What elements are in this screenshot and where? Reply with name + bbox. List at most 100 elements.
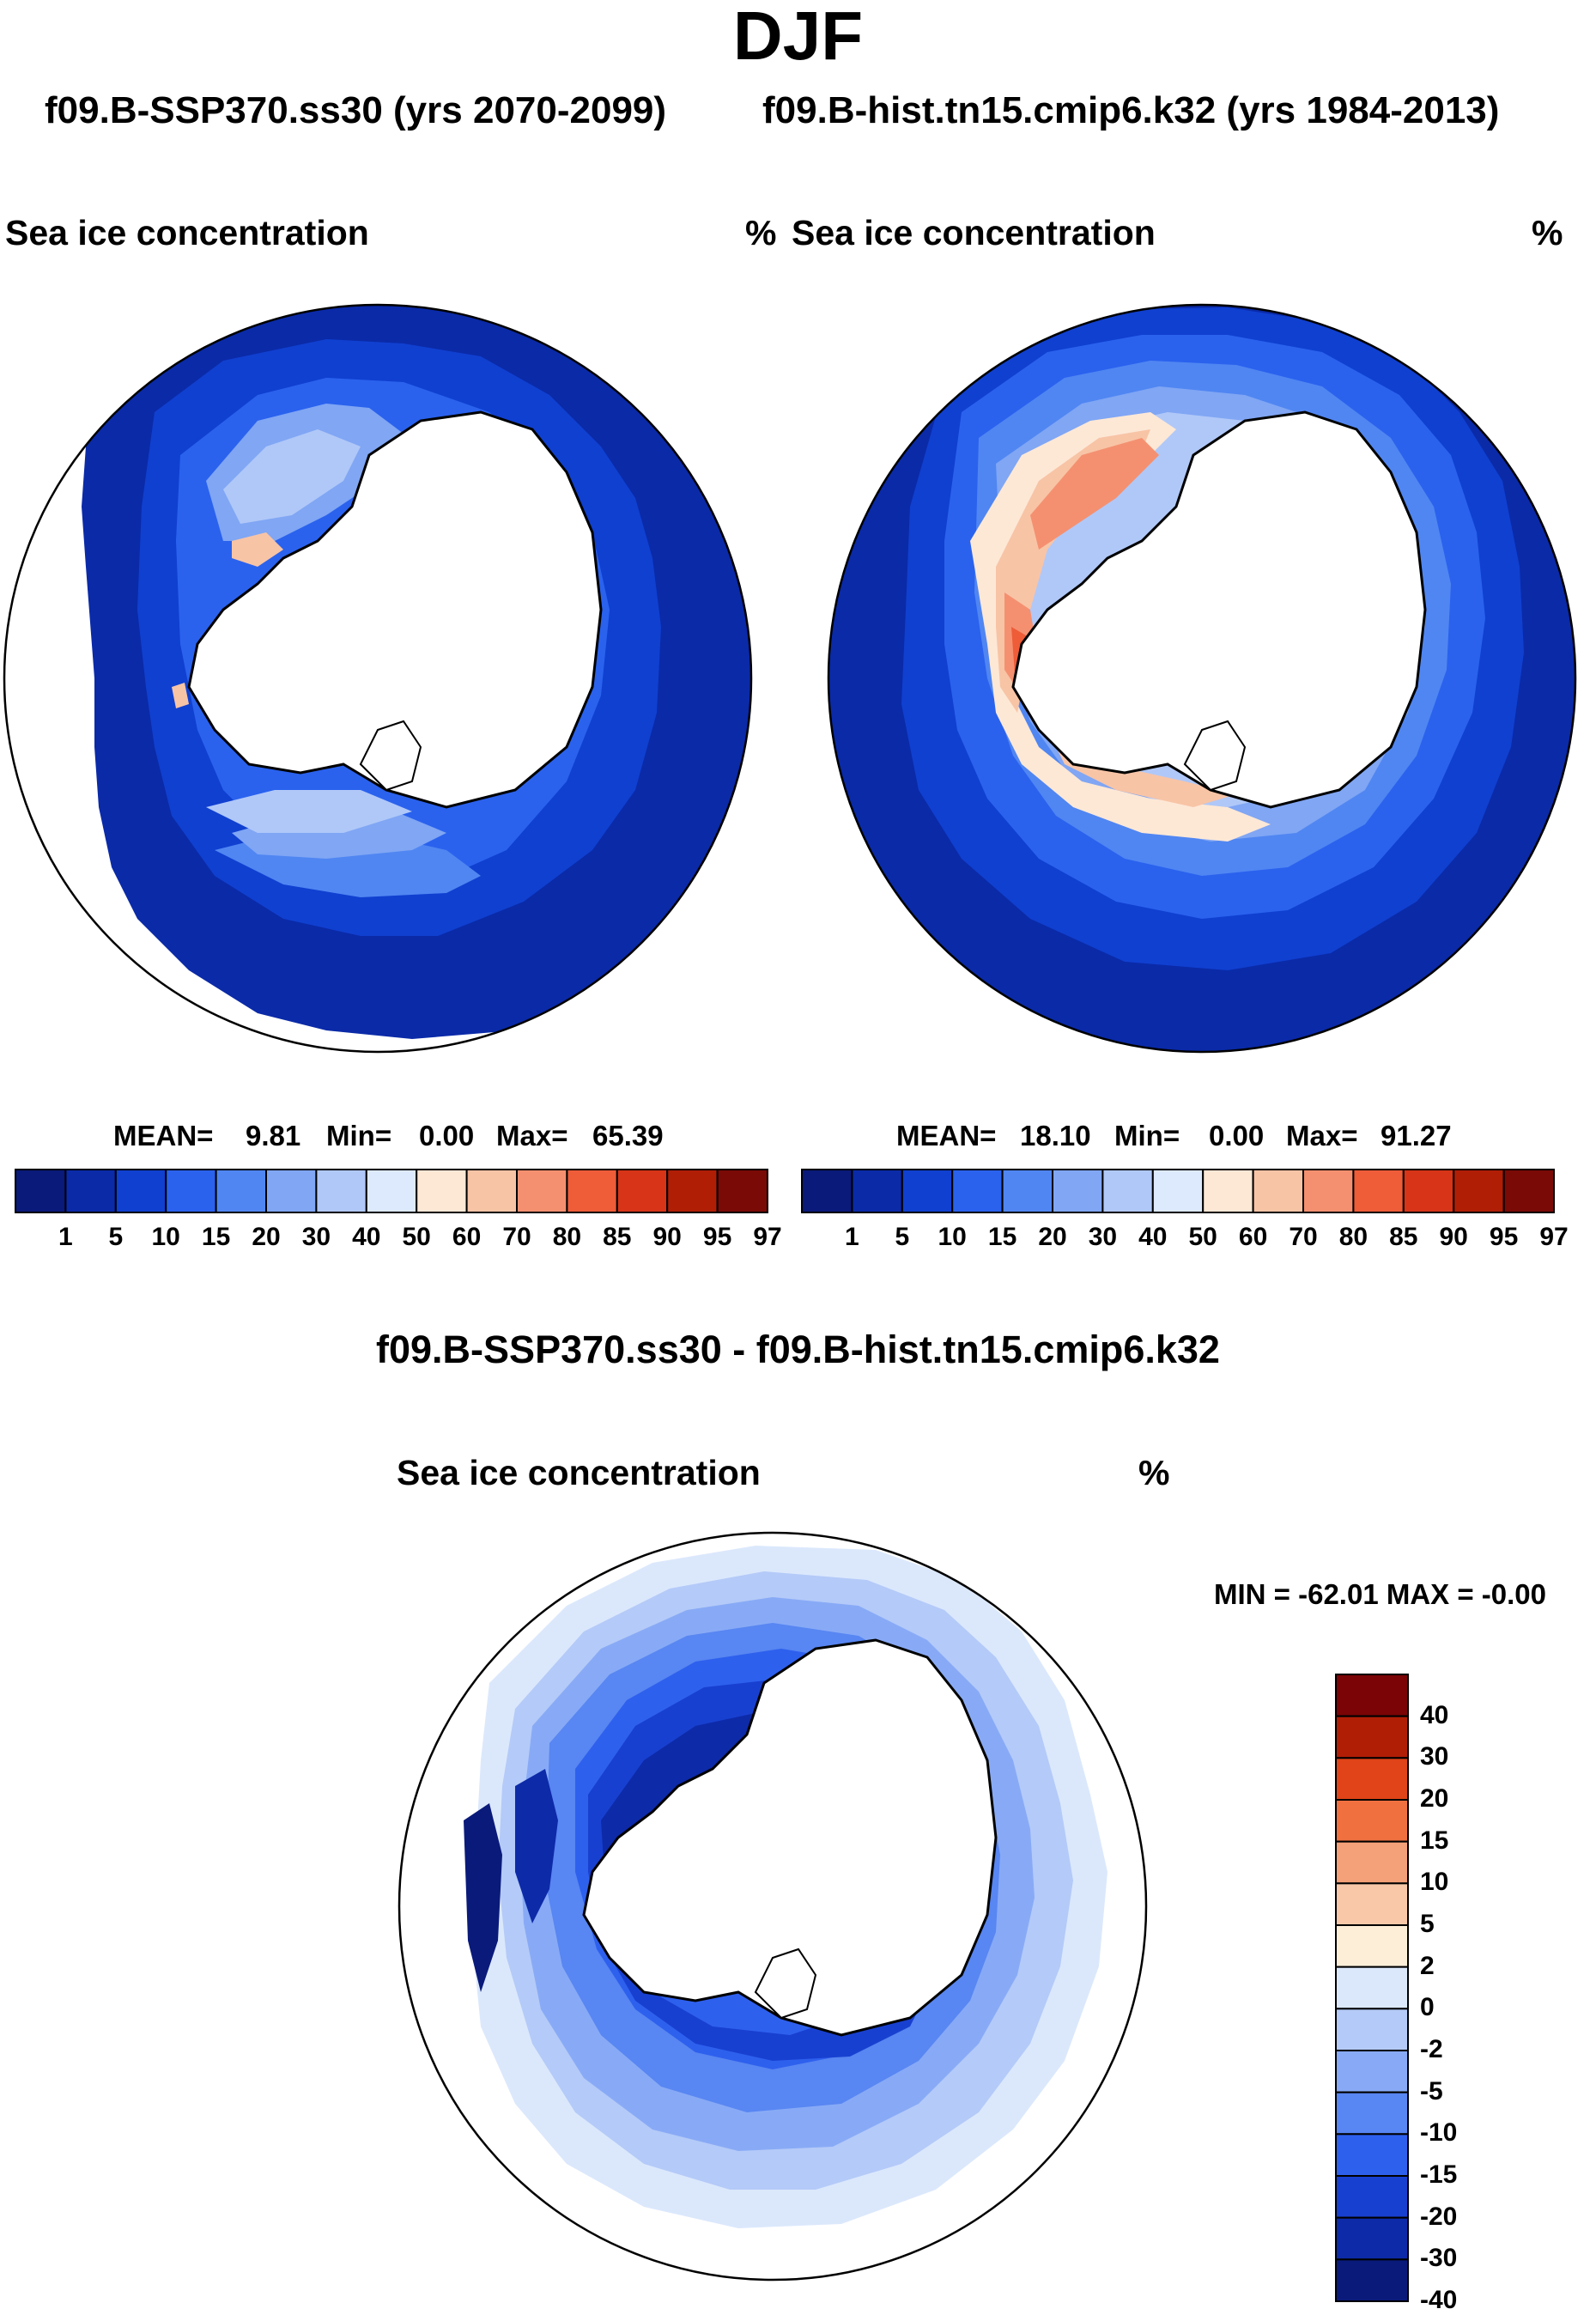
colorbar-swatch xyxy=(566,1169,618,1213)
colorbar-swatch xyxy=(616,1169,669,1213)
colorbar-swatch xyxy=(1335,2258,1409,2302)
colorbar-tick-label: 70 xyxy=(1289,1223,1318,1251)
colorbar-swatch xyxy=(1001,1169,1054,1213)
sea-ice-map-historical xyxy=(827,303,1577,1054)
colorbar-swatch xyxy=(851,1169,903,1213)
colorbar-swatch xyxy=(1302,1169,1355,1213)
colorbar-tick-label: 5 xyxy=(108,1223,124,1251)
colorbar-tick-label: 50 xyxy=(402,1223,431,1251)
colorbar-swatch xyxy=(1335,1715,1409,1759)
colorbar-tick-label: 97 xyxy=(753,1223,782,1251)
panel-diff-minmax: MIN = -62.01 MAX = -0.00 xyxy=(1214,1578,1546,1610)
panel-diff-units: % xyxy=(1138,1453,1170,1492)
colorbar-swatch xyxy=(15,1169,67,1213)
panel-left-min: 0.00 xyxy=(419,1120,475,1151)
colorbar-historical xyxy=(801,1169,1555,1213)
colorbar-tick-label: 0 xyxy=(1420,1993,1435,2022)
colorbar-tick-label: 1 xyxy=(845,1223,859,1251)
panel-left-units: % xyxy=(745,213,777,252)
colorbar-tick-label: 5 xyxy=(1420,1910,1435,1938)
colorbar-swatch xyxy=(801,1169,853,1213)
colorbar-swatch xyxy=(64,1169,117,1213)
colorbar-swatch xyxy=(1335,2008,1409,2052)
colorbar-tick-label: 30 xyxy=(1420,1742,1449,1771)
colorbar-swatch xyxy=(1453,1169,1505,1213)
colorbar-tick-label: 10 xyxy=(151,1223,180,1251)
colorbar-tick-label: 30 xyxy=(301,1223,331,1251)
colorbar-swatch xyxy=(1335,1882,1409,1926)
colorbar-tick-label: 85 xyxy=(1389,1223,1418,1251)
colorbar-difference xyxy=(1335,1674,1409,2302)
panel-left-min-label: Min= xyxy=(326,1120,392,1151)
colorbar-swatch xyxy=(416,1169,468,1213)
colorbar-tick-label: 40 xyxy=(1420,1700,1449,1729)
colorbar-tick-label: 20 xyxy=(1420,1784,1449,1813)
panel-left-max: 65.39 xyxy=(592,1120,664,1151)
colorbar-tick-label: 5 xyxy=(895,1223,910,1251)
panel-right-units: % xyxy=(1532,213,1563,252)
colorbar-tick-label: 15 xyxy=(987,1223,1017,1251)
panel-right-min-label: Min= xyxy=(1114,1120,1180,1151)
colorbar-tick-label: 20 xyxy=(252,1223,281,1251)
colorbar-tick-label: 97 xyxy=(1539,1223,1569,1251)
colorbar-swatch xyxy=(1335,2175,1409,2219)
colorbar-swatch xyxy=(1335,1799,1409,1843)
colorbar-tick-label: 80 xyxy=(552,1223,582,1251)
colorbar-tick-label: 80 xyxy=(1338,1223,1368,1251)
colorbar-tick-label: 50 xyxy=(1188,1223,1217,1251)
colorbar-swatch xyxy=(1335,2050,1409,2093)
panel-left-max-label: Max= xyxy=(496,1120,568,1151)
colorbar-tick-label: -2 xyxy=(1420,2035,1443,2063)
colorbar-swatch xyxy=(165,1169,217,1213)
subtitle-historical-case: f09.B-hist.tn15.cmip6.k32 (yrs 1984-2013… xyxy=(762,89,1500,131)
colorbar-swatch xyxy=(1335,1924,1409,1968)
colorbar-tick-label: 2 xyxy=(1420,1951,1435,1980)
colorbar-ssp370 xyxy=(15,1169,768,1213)
sea-ice-map-ssp370 xyxy=(3,303,753,1054)
colorbar-tick-label: 10 xyxy=(1420,1868,1449,1897)
colorbar-tick-label: 95 xyxy=(1489,1223,1519,1251)
colorbar-swatch xyxy=(666,1169,719,1213)
colorbar-swatch xyxy=(1101,1169,1154,1213)
colorbar-tick-label: -30 xyxy=(1420,2244,1458,2273)
colorbar-swatch xyxy=(1335,1757,1409,1802)
colorbar-swatch xyxy=(1335,2216,1409,2261)
colorbar-tick-label: 15 xyxy=(1420,1826,1449,1855)
colorbar-tick-label: 70 xyxy=(502,1223,531,1251)
colorbar-swatch xyxy=(365,1169,418,1213)
colorbar-swatch xyxy=(114,1169,167,1213)
panel-left-mean: 9.81 xyxy=(246,1120,301,1151)
panel-left-mean-label: MEAN= xyxy=(113,1120,214,1151)
colorbar-tick-label: 60 xyxy=(452,1223,482,1251)
colorbar-swatch xyxy=(1335,2133,1409,2177)
colorbar-swatch xyxy=(1052,1169,1104,1213)
colorbar-swatch xyxy=(1202,1169,1254,1213)
colorbar-swatch xyxy=(1252,1169,1304,1213)
colorbar-tick-label: -5 xyxy=(1420,2076,1443,2105)
colorbar-tick-label: 15 xyxy=(201,1223,231,1251)
panel-right-title: Sea ice concentration xyxy=(792,213,1156,252)
colorbar-swatch xyxy=(901,1169,954,1213)
colorbar-swatch xyxy=(1151,1169,1205,1213)
panel-left-title: Sea ice concentration xyxy=(5,213,369,252)
colorbar-swatch xyxy=(265,1169,318,1213)
colorbar-tick-label: 20 xyxy=(1038,1223,1067,1251)
colorbar-swatch xyxy=(1335,1674,1409,1717)
colorbar-swatch xyxy=(465,1169,518,1213)
colorbar-tick-label: 85 xyxy=(603,1223,632,1251)
colorbar-swatch xyxy=(516,1169,568,1213)
colorbar-tick-label: -40 xyxy=(1420,2286,1458,2314)
panel-right-max: 91.27 xyxy=(1381,1120,1452,1151)
colorbar-swatch xyxy=(1335,1966,1409,2010)
colorbar-tick-label: 10 xyxy=(938,1223,967,1251)
colorbar-tick-label: 30 xyxy=(1088,1223,1118,1251)
panel-right-min: 0.00 xyxy=(1209,1120,1265,1151)
colorbar-tick-label: -10 xyxy=(1420,2118,1458,2148)
colorbar-swatch xyxy=(1352,1169,1405,1213)
colorbar-tick-label: 90 xyxy=(1439,1223,1468,1251)
colorbar-swatch xyxy=(1335,2091,1409,2136)
panel-diff-title: Sea ice concentration xyxy=(397,1453,761,1492)
colorbar-tick-label: -20 xyxy=(1420,2202,1458,2231)
colorbar-tick-label: 1 xyxy=(58,1223,73,1251)
sea-ice-difference-map xyxy=(397,1531,1148,2282)
